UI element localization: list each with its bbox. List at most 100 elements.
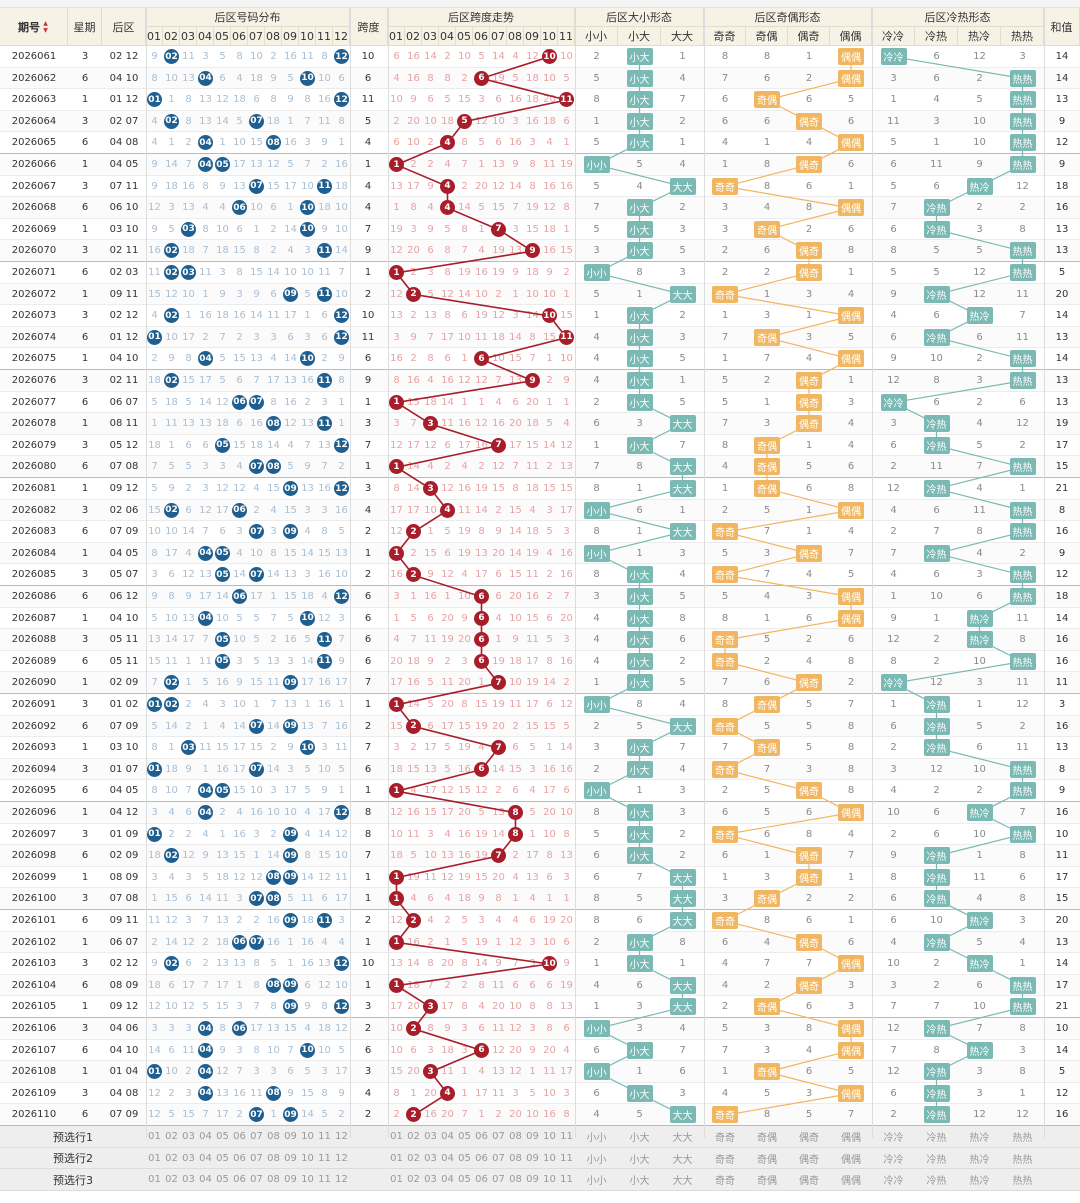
predict-ball-option[interactable]: 01: [148, 1131, 161, 1142]
predict-ball-option[interactable]: 12: [335, 1152, 348, 1164]
predict-ball-option[interactable]: 07: [250, 1174, 263, 1186]
predict-oddeven-option[interactable]: 奇偶: [757, 1133, 777, 1144]
predict-span-option[interactable]: 06: [475, 1152, 488, 1164]
predict-oddeven-option[interactable]: 偶偶: [841, 1133, 861, 1144]
predict-ball-option[interactable]: 11: [318, 1131, 331, 1142]
predict-ball-option[interactable]: 03: [182, 1174, 195, 1186]
predict-bigsmall-option[interactable]: 大大: [672, 1176, 693, 1188]
predict-span-option[interactable]: 07: [492, 1131, 505, 1142]
predict-oddeven-option[interactable]: 奇奇: [715, 1176, 735, 1188]
predict-bigsmall-option[interactable]: 小小: [586, 1154, 607, 1166]
predict-oddeven-option[interactable]: 偶偶: [841, 1176, 861, 1188]
predict-coldhot-option[interactable]: 热热: [1012, 1176, 1033, 1188]
predict-bigsmall-option[interactable]: 小小: [586, 1133, 607, 1144]
header-issue[interactable]: 期号 ▲▼: [0, 8, 68, 46]
predict-coldhot-option[interactable]: 热冷: [969, 1133, 990, 1144]
predict-ball-option[interactable]: 04: [199, 1174, 212, 1186]
predict-bigsmall-option[interactable]: 小小: [586, 1176, 607, 1188]
predict-ball-option[interactable]: 02: [165, 1152, 178, 1164]
predict-oddeven-option[interactable]: 偶奇: [799, 1176, 819, 1188]
predict-span-option[interactable]: 08: [509, 1174, 522, 1186]
predict-ball-option[interactable]: 06: [233, 1131, 246, 1142]
predict-ball-option[interactable]: 08: [267, 1131, 280, 1142]
predict-coldhot-option[interactable]: 热冷: [969, 1154, 990, 1166]
predict-ball-option[interactable]: 12: [335, 1131, 348, 1142]
predict-span-option[interactable]: 08: [509, 1131, 522, 1142]
predict-ball-option[interactable]: 07: [250, 1131, 263, 1142]
predict-span-option[interactable]: 09: [526, 1174, 539, 1186]
predict-span-option[interactable]: 11: [560, 1174, 573, 1186]
predict-span-option[interactable]: 10: [543, 1152, 556, 1164]
predict-span-option[interactable]: 05: [458, 1174, 471, 1186]
predict-bigsmall-option[interactable]: 大大: [672, 1154, 693, 1166]
predict-coldhot-option[interactable]: 热热: [1012, 1133, 1033, 1144]
predict-span-option[interactable]: 03: [424, 1152, 437, 1164]
predict-ball-option[interactable]: 07: [250, 1152, 263, 1164]
predict-span-option[interactable]: 03: [424, 1131, 437, 1142]
predict-ball-option[interactable]: 12: [335, 1174, 348, 1186]
predict-ball-option[interactable]: 09: [284, 1152, 297, 1164]
predict-oddeven-option[interactable]: 奇偶: [757, 1154, 777, 1166]
predict-ball-option[interactable]: 02: [165, 1174, 178, 1186]
predict-span-option[interactable]: 08: [509, 1152, 522, 1164]
predict-span-option[interactable]: 02: [407, 1131, 420, 1142]
predict-ball-option[interactable]: 08: [267, 1152, 280, 1164]
predict-ball-option[interactable]: 09: [284, 1174, 297, 1186]
predict-oddeven-option[interactable]: 奇奇: [715, 1154, 735, 1166]
predict-ball-option[interactable]: 04: [199, 1131, 212, 1142]
predict-span-option[interactable]: 09: [526, 1131, 539, 1142]
predict-bigsmall-option[interactable]: 小大: [629, 1133, 650, 1144]
predict-coldhot-option[interactable]: 冷冷: [883, 1154, 904, 1166]
predict-ball-option[interactable]: 06: [233, 1174, 246, 1186]
predict-span-option[interactable]: 06: [475, 1131, 488, 1142]
predict-bigsmall-option[interactable]: 小大: [629, 1154, 650, 1166]
predict-span-option[interactable]: 10: [543, 1131, 556, 1142]
predict-ball-option[interactable]: 05: [216, 1131, 229, 1142]
predict-bigsmall-option[interactable]: 大大: [672, 1133, 693, 1144]
predict-span-option[interactable]: 02: [407, 1174, 420, 1186]
predict-ball-option[interactable]: 11: [318, 1174, 331, 1186]
predict-oddeven-option[interactable]: 偶偶: [841, 1154, 861, 1166]
predict-span-option[interactable]: 01: [390, 1174, 403, 1186]
predict-bigsmall-option[interactable]: 小大: [629, 1176, 650, 1188]
sort-arrows-icon[interactable]: ▲▼: [42, 19, 49, 34]
predict-span-option[interactable]: 11: [560, 1152, 573, 1164]
predict-coldhot-option[interactable]: 冷冷: [883, 1133, 904, 1144]
predict-ball-option[interactable]: 10: [301, 1152, 314, 1164]
predict-oddeven-option[interactable]: 奇偶: [757, 1176, 777, 1188]
predict-oddeven-option[interactable]: 偶奇: [799, 1133, 819, 1144]
predict-span-option[interactable]: 05: [458, 1131, 471, 1142]
predict-span-option[interactable]: 01: [390, 1152, 403, 1164]
predict-ball-option[interactable]: 10: [301, 1174, 314, 1186]
predict-coldhot-option[interactable]: 热冷: [969, 1176, 990, 1188]
predict-oddeven-option[interactable]: 偶奇: [799, 1154, 819, 1166]
predict-ball-option[interactable]: 03: [182, 1152, 195, 1164]
predict-coldhot-option[interactable]: 冷热: [926, 1176, 947, 1188]
predict-span-option[interactable]: 04: [441, 1174, 454, 1186]
predict-ball-option[interactable]: 02: [165, 1131, 178, 1142]
predict-span-option[interactable]: 07: [492, 1174, 505, 1186]
predict-ball-option[interactable]: 03: [182, 1131, 195, 1142]
predict-span-option[interactable]: 04: [441, 1152, 454, 1164]
predict-span-option[interactable]: 03: [424, 1174, 437, 1186]
predict-span-option[interactable]: 06: [475, 1174, 488, 1186]
predict-ball-option[interactable]: 05: [216, 1152, 229, 1164]
predict-span-option[interactable]: 05: [458, 1152, 471, 1164]
predict-ball-option[interactable]: 08: [267, 1174, 280, 1186]
predict-coldhot-option[interactable]: 冷热: [926, 1133, 947, 1144]
predict-coldhot-option[interactable]: 热热: [1012, 1154, 1033, 1166]
predict-span-option[interactable]: 11: [560, 1131, 573, 1142]
predict-span-option[interactable]: 07: [492, 1152, 505, 1164]
predict-span-option[interactable]: 04: [441, 1131, 454, 1142]
predict-ball-option[interactable]: 05: [216, 1174, 229, 1186]
predict-ball-option[interactable]: 10: [301, 1131, 314, 1142]
predict-span-option[interactable]: 09: [526, 1152, 539, 1164]
predict-ball-option[interactable]: 11: [318, 1152, 331, 1164]
predict-span-option[interactable]: 10: [543, 1174, 556, 1186]
predict-ball-option[interactable]: 09: [284, 1131, 297, 1142]
predict-coldhot-option[interactable]: 冷热: [926, 1154, 947, 1166]
predict-coldhot-option[interactable]: 冷冷: [883, 1176, 904, 1188]
predict-ball-option[interactable]: 04: [199, 1152, 212, 1164]
predict-ball-option[interactable]: 01: [148, 1174, 161, 1186]
predict-ball-option[interactable]: 01: [148, 1152, 161, 1164]
